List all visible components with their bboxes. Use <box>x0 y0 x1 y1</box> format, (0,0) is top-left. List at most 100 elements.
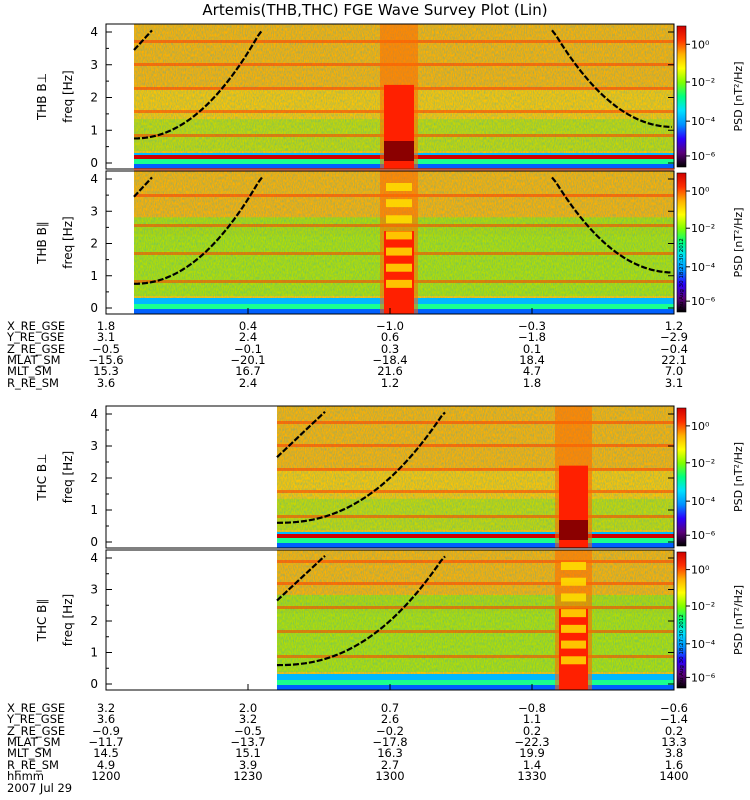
orbit-value: 1330 <box>517 768 547 783</box>
orbit-row-label: Y_RE_GSE <box>7 712 65 727</box>
spectral-line <box>277 655 674 658</box>
orbit-value: 15.1 <box>235 746 261 761</box>
gyro-curve <box>276 554 326 602</box>
orbit-row-label: Z_RE_GSE <box>7 341 66 356</box>
gyro-curve <box>276 555 446 667</box>
spectral-line <box>277 421 674 424</box>
spectral-line <box>134 168 674 171</box>
gyro-curve <box>276 410 326 458</box>
colorbar <box>676 172 687 313</box>
orbit-row-label: MLT_SM <box>7 746 52 761</box>
y-tick-label: 0 <box>90 156 98 170</box>
orbit-value: 2.7 <box>380 757 400 772</box>
orbit-row-label: MLAT_SM <box>7 352 61 367</box>
orbit-value: 13.3 <box>661 734 687 749</box>
orbit-value: 3.9 <box>238 757 258 772</box>
burst-harmonic <box>561 609 586 618</box>
spectrogram-panel-2: 0 1 2 3 4 THB B∥ freq [Hz] 10⁰ 10⁻² 10⁻⁴ 10⁻⁶ PSD [… <box>35 168 745 315</box>
orbit-value: −1.4 <box>660 712 688 727</box>
burst-core <box>559 608 588 690</box>
low-freq-strip <box>277 674 674 680</box>
burst-harmonic <box>561 640 586 649</box>
orbit-value: 2.6 <box>380 712 400 727</box>
spectrogram-panel-1: 0 1 2 3 4 THB B⊥ freq [Hz] 10⁰ 10⁻² 10⁻⁴ 10⁻⁶ PSD [… <box>35 23 745 170</box>
y-tick-label: 2 <box>90 91 98 105</box>
orbit-value: 0.2 <box>522 723 542 738</box>
burst-harmonic <box>561 624 586 633</box>
orbit-value: 1.2 <box>664 319 684 333</box>
gyro-curve <box>133 176 263 285</box>
y-tick-label: 3 <box>90 204 98 218</box>
y-label-instrument: THB B∥ <box>35 221 49 265</box>
colorbar-tick-label: 10⁻⁶ <box>691 295 716 308</box>
orbit-row-label: X_RE_GSE <box>7 319 66 333</box>
orbit-value: −0.8 <box>518 701 546 715</box>
colorbar-tick-label: 10⁻⁶ <box>691 529 716 542</box>
orbit-value: 3.8 <box>664 746 684 761</box>
orbit-value: 1400 <box>659 768 689 783</box>
orbit-value: 22.1 <box>661 352 687 367</box>
orbit-value: 3.1 <box>664 375 684 390</box>
plot-date: 2007 Jul 29 <box>7 781 73 795</box>
y-label-freq: freq [Hz] <box>61 70 75 122</box>
colorbar-label: PSD [nT²/Hz] <box>732 585 745 655</box>
colorbar-tick-label: 10⁰ <box>691 38 710 51</box>
y-tick-label: 0 <box>90 677 98 691</box>
colorbar-tick-label: 10⁻⁶ <box>691 150 716 163</box>
orbit-value: 1.8 <box>522 375 542 390</box>
gyro-curve <box>276 411 446 524</box>
y-tick-label: 2 <box>90 237 98 251</box>
orbit-value: −18.4 <box>372 352 408 367</box>
burst-harmonic <box>561 562 586 570</box>
orbit-value: 14.5 <box>93 746 119 761</box>
orbit-value: 1200 <box>91 768 121 783</box>
spectrogram-panel-4: 0 1 2 3 4 THC B∥ freq [Hz] 10⁰ 10⁻² 10⁻⁴ 10⁻⁶ PSD [… <box>35 549 745 691</box>
orbit-value: −11.7 <box>88 734 124 749</box>
spectral-line <box>277 468 674 471</box>
orbit-value: 3.2 <box>96 701 116 715</box>
plot-title: Artemis(THB,THC) FGE Wave Survey Plot (L… <box>202 1 548 19</box>
gyro-curve <box>133 176 153 198</box>
low-freq-strip-3 <box>277 685 674 690</box>
render-timestamp: Thu Aug 30 18:27:30 2012 <box>679 614 685 689</box>
orbit-value: 0.3 <box>380 341 400 356</box>
burst-harmonic <box>386 215 412 224</box>
orbit-value: −0.4 <box>660 341 688 356</box>
burst-peak <box>559 520 588 540</box>
colorbar-label: PSD [nT²/Hz] <box>732 442 745 512</box>
spectral-line <box>277 490 674 493</box>
colorbar-tick-label: 10⁻⁴ <box>691 261 716 274</box>
orbit-value: 3.1 <box>96 330 116 345</box>
y-tick-label: 3 <box>90 58 98 72</box>
y-tick-label: 1 <box>90 123 98 137</box>
burst-harmonic <box>561 656 586 665</box>
colorbar <box>676 407 687 547</box>
y-tick-label: 0 <box>90 301 98 315</box>
burst-peak <box>384 141 414 161</box>
colorbar <box>676 551 687 689</box>
orbit-value: 1.1 <box>522 712 542 727</box>
orbit-row-label: Z_RE_GSE <box>7 723 66 738</box>
orbit-value: −17.8 <box>372 734 408 749</box>
orbit-value: −0.5 <box>92 341 120 356</box>
colorbar-tick-label: 10⁻⁴ <box>691 638 716 651</box>
orbit-value: −0.5 <box>234 723 262 738</box>
orbit-value: −20.1 <box>230 352 266 367</box>
red-band <box>277 534 674 538</box>
orbit-value: −0.3 <box>518 319 546 333</box>
orbit-value: 0.1 <box>522 341 542 356</box>
orbit-row-label: hhmm <box>7 768 44 783</box>
orbit-value: −13.7 <box>230 734 266 749</box>
orbit-value: −1.8 <box>518 330 546 345</box>
y-tick-label: 3 <box>90 439 98 453</box>
y-tick-label: 0 <box>90 535 98 549</box>
low-freq-strip-3 <box>277 543 674 548</box>
colorbar-tick-label: 10⁰ <box>691 420 710 433</box>
orbit-value: 3.2 <box>238 712 258 727</box>
orbit-value: −0.6 <box>660 701 688 715</box>
y-tick-label: 1 <box>90 646 98 660</box>
y-label-instrument: THC B∥ <box>35 599 49 643</box>
orbit-value: 16.3 <box>377 746 403 761</box>
colorbar <box>676 25 687 168</box>
